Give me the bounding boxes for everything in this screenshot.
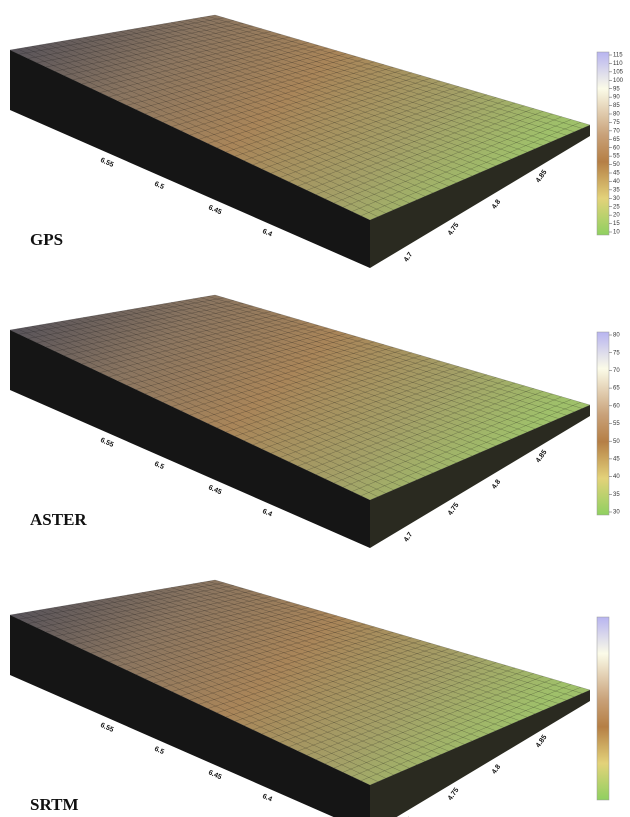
colorbar-tick-label: 75 xyxy=(613,350,620,356)
colorbar-tick-label: 90 xyxy=(613,95,620,101)
front-tick-label: 6.45 xyxy=(207,204,222,216)
side-tick-label: 4.85 xyxy=(535,734,549,749)
colorbar-tick-label: 10 xyxy=(613,230,620,236)
colorbar-tick-label: 70 xyxy=(613,128,620,134)
colorbar-tick-label: 35 xyxy=(613,492,620,498)
colorbar xyxy=(597,617,609,800)
side-tick-label: 4.7 xyxy=(403,251,414,263)
colorbar-tick-label: 70 xyxy=(613,368,620,374)
front-tick-label: 6.55 xyxy=(99,437,114,449)
colorbar-tick-label: 80 xyxy=(613,333,620,339)
figure: 6.556.56.456.44.74.754.84.85GPS115110105… xyxy=(0,0,630,817)
front-tick-label: 6.45 xyxy=(207,769,222,781)
side-tick-label: 4.75 xyxy=(447,502,461,517)
colorbar-tick-label: 40 xyxy=(613,179,620,185)
colorbar-tick-label: 110 xyxy=(613,61,623,67)
colorbar-tick-label: 20 xyxy=(613,213,620,219)
front-tick-label: 6.55 xyxy=(99,722,114,734)
colorbar-tick-label: 45 xyxy=(613,171,620,177)
front-tick-label: 6.55 xyxy=(99,157,114,169)
front-tick-label: 6.5 xyxy=(153,461,165,471)
colorbar-tick-label: 115 xyxy=(613,53,623,59)
colorbar-tick-label: 30 xyxy=(613,510,620,516)
colorbar-tick-label: 30 xyxy=(613,196,620,202)
panel-label: GPS xyxy=(30,230,63,249)
colorbar-tick-label: 25 xyxy=(613,204,620,210)
colorbar-tick-label: 55 xyxy=(613,154,620,160)
side-tick-label: 4.75 xyxy=(447,787,461,802)
colorbar-tick-label: 50 xyxy=(613,162,620,168)
front-tick-label: 6.4 xyxy=(261,508,273,518)
colorbar-tick-label: 95 xyxy=(613,86,620,92)
panel-label: SRTM xyxy=(30,795,79,814)
panel-label: ASTER xyxy=(30,510,87,529)
colorbar-tick-label: 60 xyxy=(613,403,620,409)
front-tick-label: 6.4 xyxy=(261,228,273,238)
colorbar-tick-label: 35 xyxy=(613,187,620,193)
colorbar xyxy=(597,332,609,515)
colorbar-tick-label: 80 xyxy=(613,112,620,118)
colorbar xyxy=(597,52,609,235)
colorbar-tick-label: 65 xyxy=(613,386,620,392)
colorbar-tick-label: 15 xyxy=(613,221,620,227)
side-tick-label: 4.7 xyxy=(403,531,414,543)
side-tick-label: 4.75 xyxy=(447,222,461,237)
front-tick-label: 6.5 xyxy=(153,181,165,191)
colorbar-tick-label: 50 xyxy=(613,439,620,445)
side-tick-label: 4.85 xyxy=(535,169,549,184)
colorbar-tick-label: 105 xyxy=(613,69,624,75)
colorbar-tick-label: 45 xyxy=(613,456,620,462)
colorbar-tick-label: 40 xyxy=(613,474,620,480)
side-tick-label: 4.8 xyxy=(491,478,502,490)
side-tick-label: 4.8 xyxy=(491,763,502,775)
colorbar-tick-label: 60 xyxy=(613,145,620,151)
front-tick-label: 6.5 xyxy=(153,746,165,756)
colorbar-tick-label: 85 xyxy=(613,103,620,109)
side-tick-label: 4.85 xyxy=(535,449,549,464)
colorbar-tick-label: 55 xyxy=(613,421,620,427)
colorbar-tick-label: 65 xyxy=(613,137,620,143)
colorbar-tick-label: 100 xyxy=(613,78,624,84)
front-tick-label: 6.45 xyxy=(207,484,222,496)
side-tick-label: 4.8 xyxy=(491,198,502,210)
colorbar-tick-label: 75 xyxy=(613,120,620,126)
front-tick-label: 6.4 xyxy=(261,793,273,803)
